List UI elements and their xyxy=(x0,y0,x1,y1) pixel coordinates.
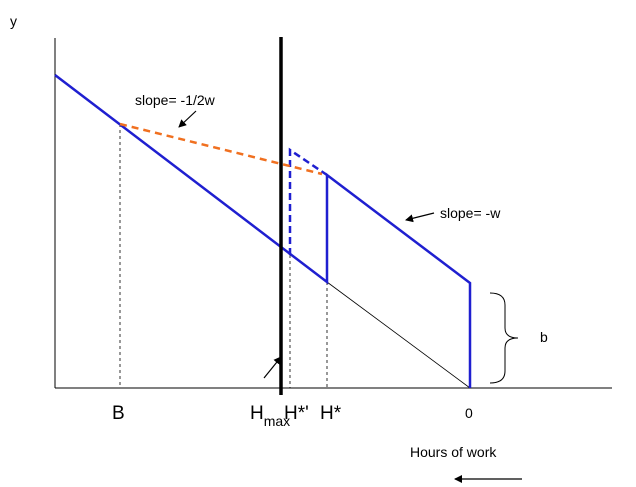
brace xyxy=(489,292,519,384)
arrow xyxy=(263,356,282,379)
label: max xyxy=(264,413,290,429)
label: B xyxy=(112,403,125,424)
label: H xyxy=(250,403,264,424)
arrow xyxy=(178,110,197,128)
budget-line xyxy=(54,74,472,388)
label: y xyxy=(10,13,17,29)
label: b xyxy=(540,329,548,345)
label: slope= -w xyxy=(440,205,501,221)
label: 0 xyxy=(465,405,473,421)
arrow xyxy=(405,212,435,223)
label: H*' xyxy=(284,403,309,424)
label: slope= -1/2w xyxy=(135,92,216,108)
label: Hmax xyxy=(250,403,290,429)
label: Hours of work xyxy=(410,444,497,460)
budget-line-thin xyxy=(326,281,471,389)
label: H* xyxy=(320,403,342,424)
budget-line-dashed xyxy=(288,147,328,255)
orange-dashed-line xyxy=(119,122,323,176)
